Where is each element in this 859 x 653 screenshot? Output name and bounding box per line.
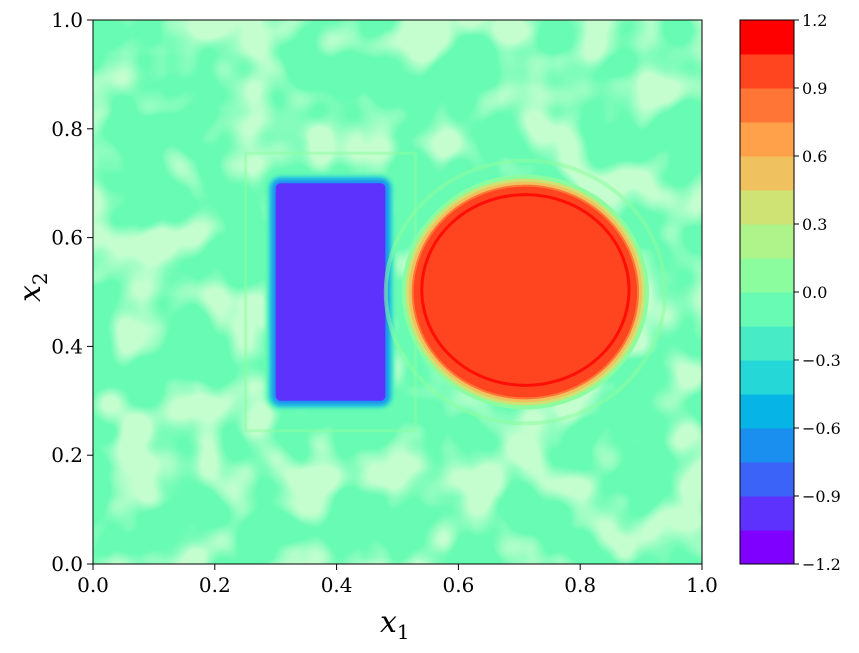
- colorbar-tick-label: −0.6: [802, 419, 841, 438]
- colorbar-tick-label: −1.2: [802, 555, 841, 574]
- x-tick-label: 0.6: [442, 573, 474, 597]
- colorbar-band: [740, 258, 794, 293]
- colorbar-tick-label: 1.2: [802, 11, 827, 30]
- rect-level-3: [275, 183, 386, 401]
- y-tick-label: 0.2: [51, 443, 83, 467]
- colorbar-band: [740, 190, 794, 225]
- colorbar-band: [740, 428, 794, 463]
- colorbar-band: [740, 530, 794, 565]
- colorbar-band: [740, 496, 794, 531]
- y-axis: 0.0 0.2 0.4 0.6 0.8 1.0: [51, 8, 93, 576]
- x-tick-label: 1.0: [686, 573, 718, 597]
- region-ellipse: [383, 158, 668, 426]
- colorbar-band: [740, 20, 794, 55]
- y-axis-label: x2: [13, 272, 52, 302]
- colorbar-band: [740, 462, 794, 497]
- colorbar-band: [740, 224, 794, 259]
- ellipse-artifact-ring: [383, 158, 668, 426]
- x-tick-label: 0.0: [77, 573, 109, 597]
- x-axis-label: x1: [380, 605, 410, 644]
- x-tick-label: 0.2: [199, 573, 231, 597]
- colorbar-band: [740, 394, 794, 429]
- y-tick-label: 0.6: [51, 226, 83, 250]
- colorbar-band: [740, 360, 794, 395]
- region-rectangle: [244, 151, 417, 433]
- y-tick-label: 0.0: [51, 552, 83, 576]
- colorbar-band: [740, 326, 794, 361]
- colorbar-band: [740, 292, 794, 327]
- plot-frame: [92, 19, 703, 565]
- y-tick-label: 0.4: [51, 334, 83, 358]
- colorbar-band: [740, 122, 794, 157]
- y-tick-label: 0.8: [51, 117, 83, 141]
- ellipse-level-5: [415, 188, 636, 396]
- colorbar-tick-label: 0.3: [802, 215, 827, 234]
- x-axis: 0.0 0.2 0.4 0.6 0.8 1.0: [77, 564, 718, 597]
- colorbar-band: [740, 54, 794, 89]
- y-tick-label: 1.0: [51, 8, 83, 32]
- colorbar-tick-label: −0.9: [802, 487, 841, 506]
- x-tick-label: 0.4: [321, 573, 353, 597]
- colorbar-tick-label: 0.9: [802, 79, 827, 98]
- plot-area: [93, 20, 702, 564]
- regions-layer: [244, 151, 668, 433]
- colorbar-band: [740, 156, 794, 191]
- colorbar-tick-label: 0.6: [802, 147, 827, 166]
- colorbar-tick-label: −0.3: [802, 351, 841, 370]
- colorbar-band: [740, 88, 794, 123]
- x-tick-label: 0.8: [564, 573, 596, 597]
- ellipse-peak-rim: [420, 193, 631, 387]
- colorbar-tick-label: 0.0: [802, 283, 827, 302]
- colorbar: 1.2 0.9 0.6 0.3 0.0 −0.3 −0.6 −0.9 −1.2: [739, 11, 841, 574]
